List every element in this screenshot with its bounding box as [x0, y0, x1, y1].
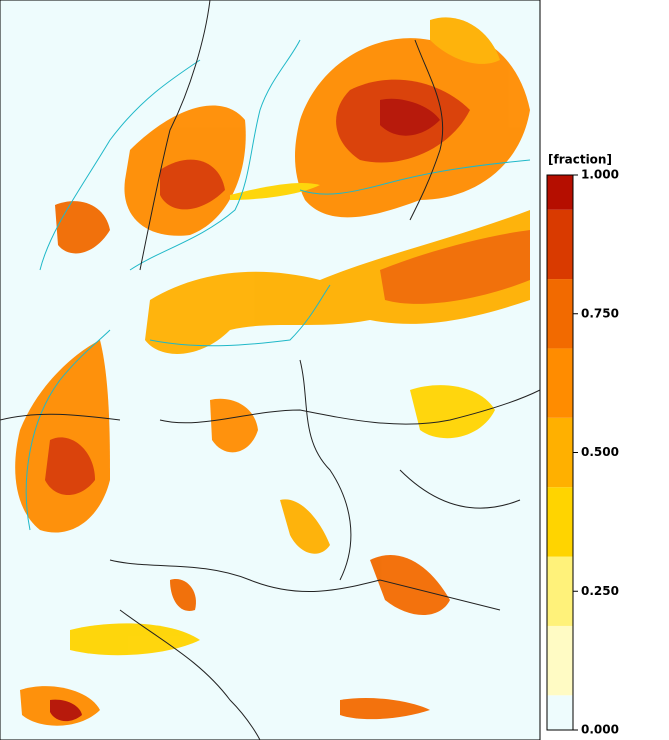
colorbar-bin — [547, 279, 573, 349]
borders — [0, 0, 541, 740]
colorbar-bin — [547, 625, 573, 696]
colorbar-bin — [547, 209, 573, 280]
colorbar-tick-label: 1.000 — [581, 168, 619, 182]
colorbar-bin — [547, 348, 573, 418]
coastlines — [25, 39, 531, 531]
colorbar-bin — [547, 556, 573, 626]
colorbar-tick-label: 0.750 — [581, 306, 619, 320]
field — [15, 17, 530, 726]
colorbar: 0.000 0.250 0.500 0.750 1.000 — [546, 168, 619, 737]
map — [0, 0, 541, 740]
colorbar-bin — [547, 695, 573, 730]
colorbar-tick-label: 0.500 — [581, 445, 619, 459]
colorbar-tick-label: 0.000 — [581, 723, 619, 737]
colorbar-bin — [547, 175, 573, 210]
colorbar-bin — [547, 417, 573, 488]
colorbar-tick-label: 0.250 — [581, 584, 619, 598]
colorbar-label: [fraction] — [548, 153, 612, 167]
colorbar-bin — [547, 487, 573, 557]
